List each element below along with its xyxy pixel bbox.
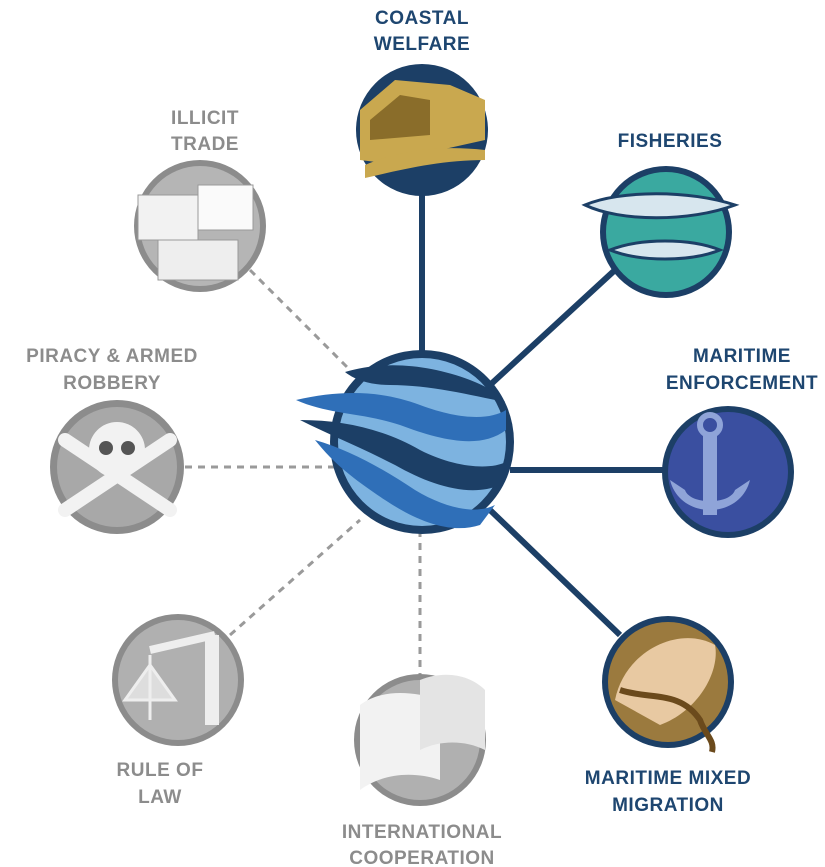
node-icon [354, 674, 486, 806]
connector [487, 507, 623, 638]
node-label: MARITIME ENFORCEMENT [666, 346, 818, 394]
connector [487, 267, 618, 388]
node-icon [602, 616, 734, 753]
node-label: ILLICIT TRADE [171, 108, 239, 155]
node-label: MARITIME MIXED MIGRATION [585, 768, 751, 816]
node-label: COASTAL WELFARE [374, 8, 470, 55]
node-icon [50, 400, 184, 534]
node-icon [662, 406, 794, 538]
node-icon [356, 64, 488, 196]
connectors [185, 195, 663, 675]
node-icon [134, 160, 266, 292]
center-icon [296, 350, 514, 534]
node-icon [581, 166, 740, 298]
node-label: INTERNATIONAL COOPERATION [342, 822, 502, 867]
node-label: FISHERIES [618, 131, 723, 152]
node-label: RULE OF LAW [117, 760, 204, 808]
connector [248, 268, 357, 377]
node-label: PIRACY & ARMED ROBBERY [26, 346, 198, 394]
connector [229, 518, 361, 637]
node-icon [112, 614, 244, 746]
